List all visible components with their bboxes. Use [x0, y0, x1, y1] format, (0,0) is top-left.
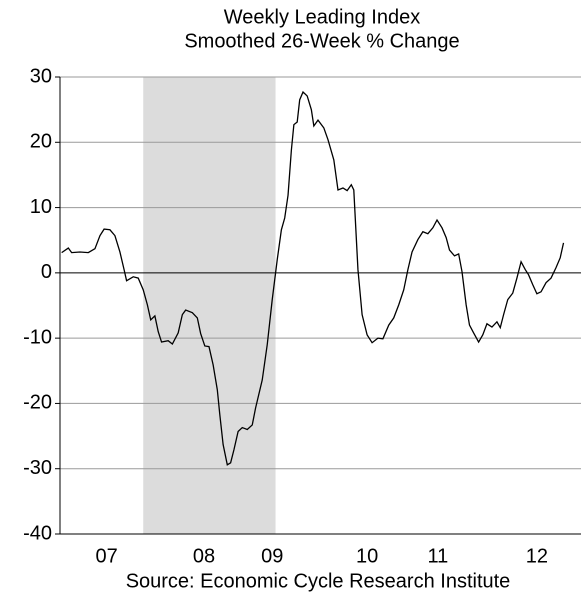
x-tick-label: 11 — [427, 545, 448, 567]
y-tick-label: -30 — [23, 457, 52, 479]
y-tick-label: -20 — [23, 392, 52, 414]
y-tick-label: 0 — [41, 261, 52, 283]
x-tick-label: 08 — [193, 545, 215, 567]
chart-subtitle: Smoothed 26-Week % Change — [184, 30, 459, 52]
data-line — [61, 90, 565, 466]
x-tick-label: 09 — [261, 545, 283, 567]
source-note: Source: Economic Cycle Research Institut… — [126, 570, 511, 592]
y-tick-label: 30 — [30, 65, 52, 87]
chart-title: Weekly Leading Index — [224, 6, 420, 28]
y-tick-label: -10 — [23, 326, 52, 348]
shaded-region — [143, 77, 276, 534]
y-tick-label: -40 — [23, 522, 52, 544]
x-tick-label: 12 — [526, 545, 548, 567]
x-tick-label: 07 — [95, 545, 117, 567]
x-tick-label: 10 — [356, 545, 378, 567]
y-tick-label: 10 — [30, 196, 52, 218]
y-tick-label: 20 — [30, 131, 52, 153]
